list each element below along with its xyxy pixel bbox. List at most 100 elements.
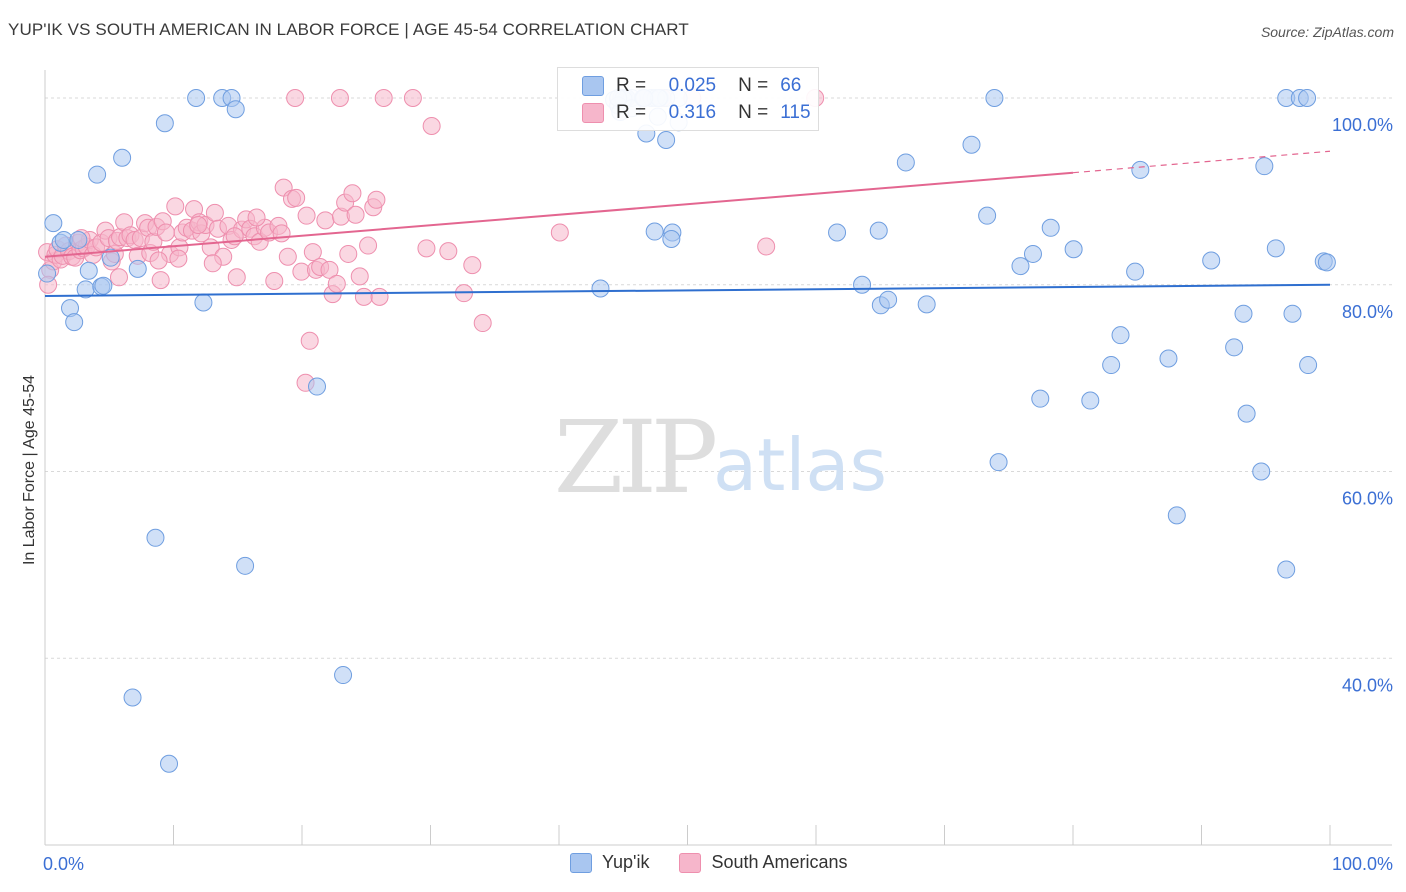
point-yupik bbox=[88, 165, 107, 184]
legend-label-south-americans: South Americans bbox=[711, 852, 848, 872]
point-south-americans bbox=[327, 274, 346, 293]
point-south-americans bbox=[303, 243, 322, 262]
point-south-americans bbox=[757, 237, 776, 256]
point-south-americans bbox=[287, 188, 306, 207]
point-yupik bbox=[1283, 304, 1302, 323]
legend-swatch-yupik bbox=[582, 76, 604, 96]
point-south-americans bbox=[320, 260, 339, 279]
legend-n-label: N = bbox=[738, 75, 769, 96]
point-yupik bbox=[113, 148, 132, 167]
legend-swatch-south-americans bbox=[679, 852, 702, 873]
point-yupik bbox=[101, 248, 120, 267]
legend-n-value-yupik: 66 bbox=[780, 75, 802, 96]
point-yupik bbox=[645, 222, 664, 241]
point-south-americans bbox=[205, 203, 224, 222]
point-south-americans bbox=[339, 244, 358, 263]
point-south-americans bbox=[203, 254, 222, 273]
point-south-americans bbox=[367, 190, 386, 209]
point-yupik bbox=[978, 206, 997, 225]
point-south-americans bbox=[346, 205, 365, 224]
y-tick-label: 100.0% bbox=[1332, 115, 1393, 135]
point-south-americans bbox=[151, 271, 170, 290]
point-south-americans bbox=[330, 89, 349, 108]
point-south-americans bbox=[300, 331, 319, 350]
legend-r-label: R = bbox=[616, 75, 647, 96]
point-yupik bbox=[38, 264, 57, 283]
point-yupik bbox=[1277, 560, 1296, 579]
legend-row-yupik: R = 0.025 N = 66 bbox=[582, 74, 801, 98]
point-south-americans bbox=[422, 117, 441, 136]
point-yupik bbox=[44, 214, 63, 233]
point-yupik bbox=[1225, 338, 1244, 357]
legend-r-value-south-americans: 0.316 bbox=[668, 102, 717, 123]
point-yupik bbox=[1252, 462, 1271, 481]
point-yupik bbox=[879, 290, 898, 309]
point-south-americans bbox=[169, 249, 188, 268]
point-yupik bbox=[896, 153, 915, 172]
point-south-americans bbox=[354, 287, 373, 306]
point-yupik bbox=[187, 89, 206, 108]
source-label: Source: ZipAtlas.com bbox=[1260, 24, 1394, 40]
point-yupik bbox=[1317, 253, 1336, 272]
y-tick-label: 60.0% bbox=[1342, 489, 1393, 509]
point-yupik bbox=[989, 453, 1008, 472]
point-south-americans bbox=[278, 247, 297, 266]
x-tick-label: 0.0% bbox=[43, 854, 84, 874]
point-south-americans bbox=[227, 268, 246, 287]
point-yupik bbox=[194, 293, 213, 312]
point-south-americans bbox=[370, 287, 389, 306]
point-yupik bbox=[1159, 349, 1178, 368]
legend-n-value-south-americans: 115 bbox=[780, 102, 811, 123]
legend-n-label: N = bbox=[738, 102, 769, 123]
legend-swatch-yupik bbox=[570, 852, 592, 873]
point-yupik bbox=[962, 135, 981, 154]
point-yupik bbox=[308, 377, 327, 396]
point-south-americans bbox=[189, 216, 208, 234]
point-yupik bbox=[236, 556, 255, 575]
point-yupik bbox=[128, 259, 147, 278]
point-yupik bbox=[869, 221, 888, 240]
point-south-americans bbox=[417, 239, 436, 258]
point-yupik bbox=[226, 100, 245, 119]
stats-legend: R = 0.025 N = 66 R = 0.316 N = 115 bbox=[557, 67, 819, 131]
legend-r-label: R = bbox=[616, 102, 647, 123]
point-yupik bbox=[985, 89, 1004, 108]
point-yupik bbox=[94, 276, 113, 295]
point-south-americans bbox=[439, 242, 458, 261]
point-south-americans bbox=[550, 223, 569, 242]
point-south-americans bbox=[350, 267, 369, 286]
point-yupik bbox=[1102, 356, 1121, 375]
series-legend: Yup'ik South Americans bbox=[570, 852, 878, 873]
trend-line-south-americans-extension bbox=[1072, 150, 1331, 174]
point-yupik bbox=[1041, 218, 1060, 237]
point-yupik bbox=[1131, 160, 1150, 179]
point-yupik bbox=[1299, 356, 1318, 375]
point-yupik bbox=[334, 666, 353, 685]
legend-item-south-americans: South Americans bbox=[679, 852, 848, 873]
point-south-americans bbox=[403, 89, 422, 108]
point-yupik bbox=[1126, 262, 1145, 281]
legend-label-yupik: Yup'ik bbox=[602, 852, 650, 872]
point-yupik bbox=[662, 230, 681, 249]
point-yupik bbox=[1111, 326, 1130, 345]
point-yupik bbox=[657, 131, 676, 150]
point-south-americans bbox=[166, 197, 185, 216]
point-south-americans bbox=[297, 206, 316, 225]
point-yupik bbox=[65, 313, 84, 332]
point-yupik bbox=[1237, 404, 1256, 423]
y-tick-label: 40.0% bbox=[1342, 675, 1393, 695]
point-south-americans bbox=[156, 223, 175, 242]
point-south-americans bbox=[473, 314, 492, 333]
y-tick-label: 80.0% bbox=[1342, 302, 1393, 322]
legend-item-yupik: Yup'ik bbox=[570, 852, 649, 873]
point-yupik bbox=[160, 754, 179, 773]
point-yupik bbox=[917, 295, 936, 314]
point-south-americans bbox=[374, 89, 393, 108]
watermark-zip: ZIP bbox=[554, 399, 715, 516]
legend-swatch-south-americans bbox=[582, 103, 604, 123]
point-yupik bbox=[155, 114, 174, 133]
chart-title: YUP'IK VS SOUTH AMERICAN IN LABOR FORCE … bbox=[8, 20, 689, 39]
point-yupik bbox=[1266, 239, 1285, 258]
point-yupik bbox=[1023, 244, 1042, 263]
